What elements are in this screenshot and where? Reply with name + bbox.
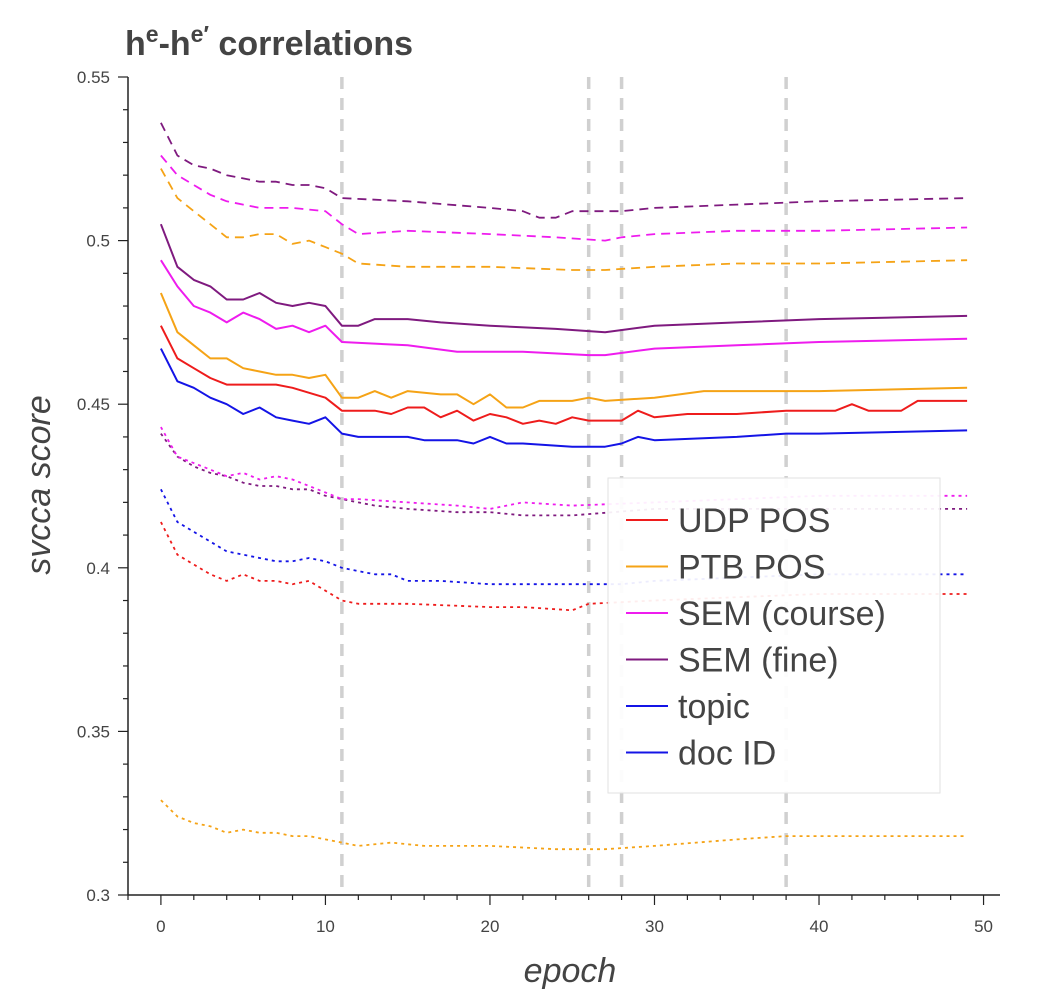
- y-tick-label: 0.45: [77, 395, 110, 414]
- y-tick-label: 0.3: [86, 886, 110, 905]
- y-tick-label: 0.35: [77, 722, 110, 741]
- legend-items: UDP POS PTB POS SEM (course) SEM (fine) topi…: [626, 502, 886, 773]
- series-line-dashed: [160, 122, 968, 219]
- chart-title: he-he′ correlations: [125, 21, 413, 63]
- y-tick-label: 0.4: [86, 559, 110, 578]
- series-line-dashed: [160, 154, 968, 242]
- series-line-dashed: [160, 168, 968, 271]
- x-tick-label: 50: [974, 917, 993, 936]
- series-line-solid: [159, 292, 968, 409]
- legend-box: [607, 477, 941, 794]
- x-tick-label: 0: [156, 917, 165, 936]
- x-tick-label: 10: [316, 917, 335, 936]
- series-line-solid: [160, 348, 968, 448]
- legend-label: doc ID: [678, 735, 776, 773]
- legend-label: UDP POS: [678, 502, 830, 540]
- axes: 0.3 0.35 0.4 0.45 0.5 0.55 0 10 20 30 40 50: [77, 68, 1000, 936]
- y-axis-label: svcca score: [20, 395, 58, 575]
- legend-label: PTB POS: [678, 549, 825, 587]
- series-line-dotted: [160, 799, 968, 851]
- legend-label: topic: [678, 688, 750, 726]
- y-tick-label: 0.55: [77, 68, 110, 87]
- series-line-dotted: [160, 426, 968, 510]
- x-tick-label: 40: [810, 917, 829, 936]
- x-axis-label: epoch: [524, 952, 617, 990]
- x-tick-label: 30: [645, 917, 664, 936]
- x-tick-label: 20: [481, 917, 500, 936]
- x-ticks: 0 10 20 30 40 50: [127, 895, 993, 936]
- series-line-solid: [159, 223, 968, 334]
- legend: UDP POS PTB POS SEM (course) SEM (fine) topi…: [607, 477, 941, 794]
- legend-label: SEM (course): [678, 595, 886, 633]
- series-line-solid: [160, 259, 968, 357]
- y-tick-label: 0.5: [86, 232, 110, 251]
- series-line-solid: [160, 325, 968, 425]
- legend-label: SEM (fine): [678, 642, 839, 680]
- y-ticks: 0.3 0.35 0.4 0.45 0.5 0.55: [77, 68, 128, 905]
